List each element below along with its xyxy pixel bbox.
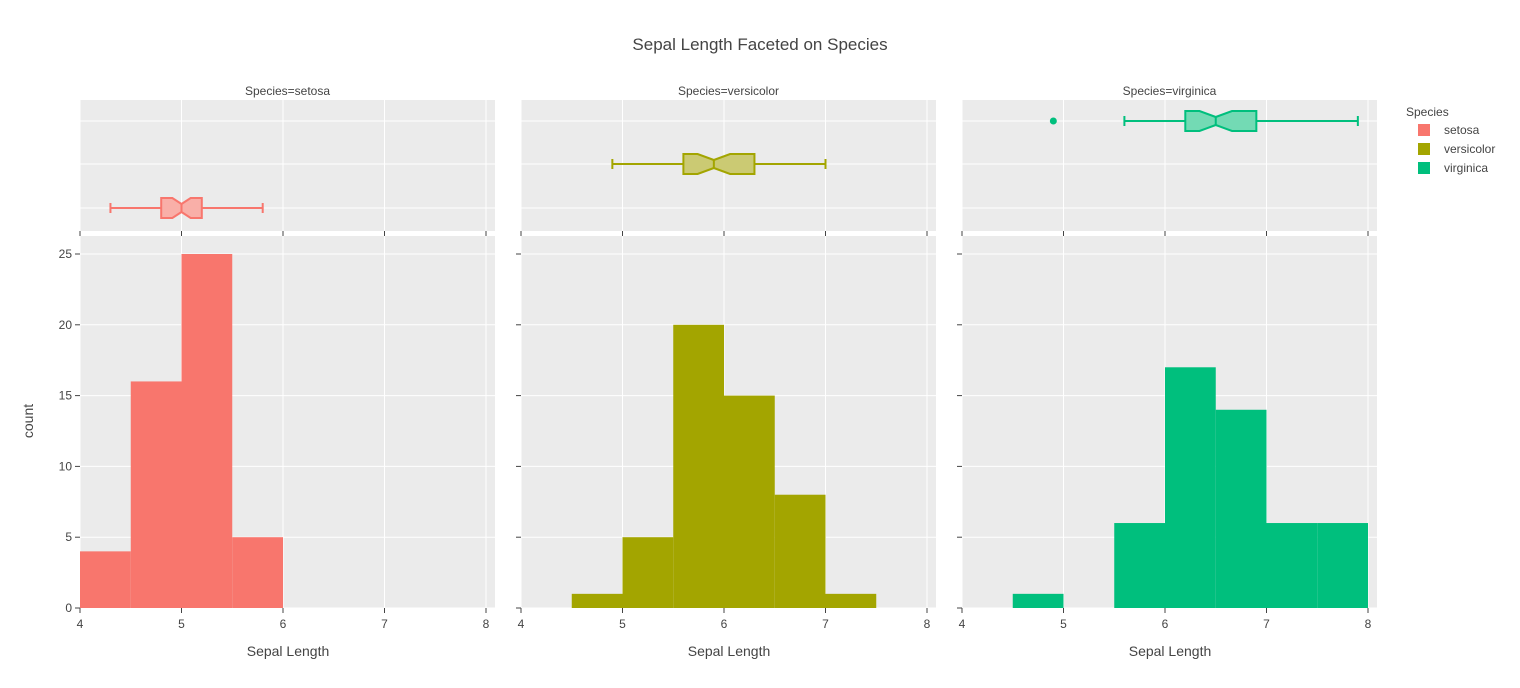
box-plot-background (80, 100, 495, 231)
y-tick-label: 20 (59, 318, 73, 332)
histogram-bar-virginica (1165, 367, 1216, 608)
histogram-bar-virginica (1012, 593, 1064, 608)
histogram-bar-versicolor (825, 593, 877, 608)
histogram-bar-versicolor (571, 593, 623, 608)
x-tick-label: 5 (178, 617, 185, 631)
legend-swatch-versicolor (1418, 143, 1430, 155)
x-axis-title: Sepal Length (1129, 643, 1212, 659)
y-tick-label: 10 (59, 459, 73, 473)
x-axis-title: Sepal Length (688, 643, 771, 659)
x-tick-label: 7 (381, 617, 388, 631)
facet-panel-setosa: Species=setosa 4 5 6 7 8 0 5 10 15 20 25 Sepal Lengt… (59, 84, 495, 659)
facet-label-versicolor: Species=versicolor (678, 84, 779, 98)
chart-title: Sepal Length Faceted on Species (632, 35, 887, 54)
x-axis-title: Sepal Length (247, 643, 330, 659)
y-tick-label: 0 (65, 601, 72, 615)
histogram-bar-versicolor (673, 324, 724, 608)
x-tick-label: 6 (1162, 617, 1169, 631)
x-tick-label: 4 (959, 617, 966, 631)
histogram-bar-setosa (130, 381, 182, 608)
x-tick-label: 5 (1060, 617, 1067, 631)
histogram-bar-virginica (1266, 523, 1318, 608)
box-outlier-point (1049, 117, 1057, 125)
facet-panel-virginica: Species=virginica 4 5 6 7 8 Sepal Length (957, 84, 1377, 659)
histogram-bar-versicolor (774, 494, 826, 608)
histogram-bar-setosa (232, 537, 283, 608)
facet-label-virginica: Species=virginica (1123, 84, 1217, 98)
legend-label-virginica: virginica (1444, 161, 1488, 175)
histogram-bar-virginica (1215, 409, 1267, 608)
y-axis-title: count (20, 404, 36, 438)
y-tick-label: 5 (65, 530, 72, 544)
x-tick-label: 4 (518, 617, 525, 631)
histogram-bar-virginica (1114, 523, 1165, 608)
box-body-versicolor (682, 153, 756, 175)
legend-label-versicolor: versicolor (1444, 142, 1495, 156)
x-tick-label: 6 (721, 617, 728, 631)
y-tick-label: 15 (59, 389, 73, 403)
histogram-bar-versicolor (622, 537, 674, 608)
legend: Species setosa versicolor virginica (1406, 105, 1495, 175)
histogram-bar-setosa (80, 551, 131, 608)
facet-label-setosa: Species=setosa (245, 84, 330, 98)
x-tick-label: 8 (924, 617, 931, 631)
x-tick-label: 6 (280, 617, 287, 631)
x-tick-label: 4 (77, 617, 84, 631)
legend-swatch-virginica (1418, 162, 1430, 174)
facet-panel-versicolor: Species=versicolor 4 5 6 7 8 Sepal Length (516, 84, 936, 659)
legend-title: Species (1406, 105, 1449, 119)
x-tick-label: 8 (1365, 617, 1372, 631)
histogram-bar-versicolor (724, 395, 775, 608)
histogram-bar-setosa (181, 254, 233, 608)
y-tick-label: 25 (59, 247, 73, 261)
legend-swatch-setosa (1418, 124, 1430, 136)
box-plot-background (962, 100, 1377, 231)
x-tick-label: 7 (822, 617, 829, 631)
x-tick-label: 8 (483, 617, 490, 631)
histogram-bar-virginica (1317, 523, 1368, 608)
box-body-virginica (1184, 110, 1258, 132)
x-tick-label: 7 (1263, 617, 1270, 631)
x-tick-label: 5 (619, 617, 626, 631)
legend-label-setosa: setosa (1444, 123, 1480, 137)
